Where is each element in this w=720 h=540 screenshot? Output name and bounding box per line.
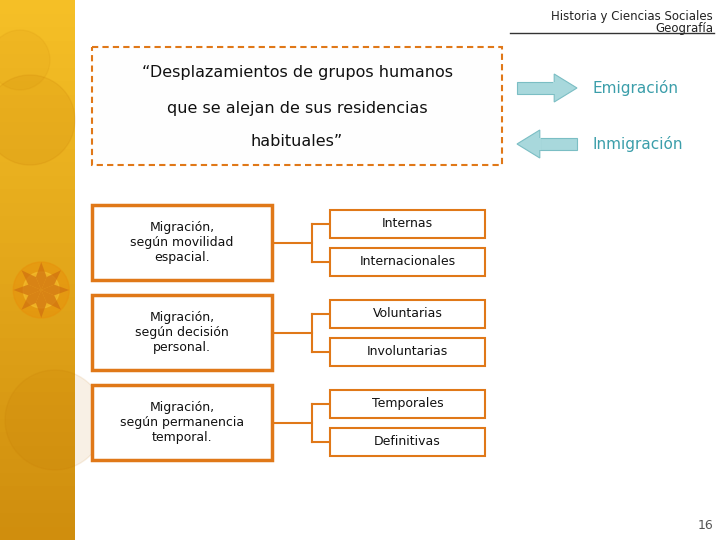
Polygon shape — [36, 290, 47, 318]
Bar — [0, 135, 75, 150]
Text: Emigración: Emigración — [593, 80, 679, 96]
Polygon shape — [13, 285, 41, 295]
Bar — [0, 418, 75, 433]
Bar — [0, 364, 75, 379]
Circle shape — [5, 370, 105, 470]
Bar — [539, 138, 541, 150]
Text: 16: 16 — [697, 519, 713, 532]
Text: Inmigración: Inmigración — [593, 136, 683, 152]
Text: Definitivas: Definitivas — [374, 435, 441, 448]
FancyBboxPatch shape — [330, 210, 485, 238]
Bar — [0, 40, 75, 55]
Bar — [0, 108, 75, 123]
Text: habituales”: habituales” — [251, 134, 343, 149]
Bar — [540, 138, 577, 150]
Polygon shape — [22, 270, 41, 290]
Text: que se alejan de sus residencias: que se alejan de sus residencias — [167, 101, 427, 116]
Bar — [0, 122, 75, 136]
Bar — [0, 189, 75, 204]
Bar — [553, 82, 555, 94]
Polygon shape — [41, 290, 61, 310]
Text: Voluntarias: Voluntarias — [372, 307, 442, 320]
Polygon shape — [517, 130, 540, 158]
Text: Geografía: Geografía — [655, 22, 713, 35]
Polygon shape — [22, 290, 41, 310]
Bar — [0, 68, 75, 82]
Bar — [0, 432, 75, 447]
Bar — [0, 148, 75, 163]
Circle shape — [0, 75, 75, 165]
Bar — [0, 14, 75, 28]
Text: Migración,
según decisión
personal.: Migración, según decisión personal. — [135, 311, 229, 354]
Text: “Desplazamientos de grupos humanos: “Desplazamientos de grupos humanos — [142, 65, 452, 80]
Bar — [0, 392, 75, 406]
FancyBboxPatch shape — [92, 295, 272, 370]
FancyBboxPatch shape — [330, 338, 485, 366]
Bar — [0, 338, 75, 352]
Bar — [0, 378, 75, 393]
Bar — [0, 459, 75, 474]
Bar — [0, 243, 75, 258]
FancyBboxPatch shape — [330, 300, 485, 327]
Circle shape — [23, 272, 59, 308]
Bar — [0, 351, 75, 366]
Circle shape — [0, 30, 50, 90]
Bar — [0, 94, 75, 109]
FancyBboxPatch shape — [330, 247, 485, 275]
Polygon shape — [41, 270, 61, 290]
Bar — [0, 0, 75, 15]
Text: Temporales: Temporales — [372, 397, 444, 410]
Bar — [0, 54, 75, 69]
FancyBboxPatch shape — [330, 428, 485, 456]
Bar — [0, 256, 75, 271]
Bar — [0, 486, 75, 501]
Bar — [0, 81, 75, 96]
Text: Involuntarias: Involuntarias — [367, 345, 448, 358]
Bar — [0, 310, 75, 325]
Polygon shape — [41, 285, 69, 295]
Polygon shape — [554, 74, 577, 102]
Bar — [0, 405, 75, 420]
Text: Historia y Ciencias Sociales: Historia y Ciencias Sociales — [552, 10, 713, 23]
FancyBboxPatch shape — [92, 47, 502, 165]
Bar — [0, 284, 75, 298]
Bar — [0, 162, 75, 177]
Bar — [0, 202, 75, 217]
Text: Migración,
según permanencia
temporal.: Migración, según permanencia temporal. — [120, 401, 244, 444]
Bar — [517, 82, 554, 94]
FancyBboxPatch shape — [92, 205, 272, 280]
Bar — [0, 27, 75, 42]
Text: Internas: Internas — [382, 217, 433, 230]
Bar — [0, 513, 75, 528]
Bar — [0, 526, 75, 540]
Bar — [0, 500, 75, 514]
Bar — [0, 270, 75, 285]
Circle shape — [13, 262, 69, 318]
Bar — [0, 324, 75, 339]
Bar — [0, 176, 75, 190]
Bar — [0, 446, 75, 460]
Bar — [0, 216, 75, 231]
Polygon shape — [36, 262, 47, 290]
Bar — [0, 472, 75, 487]
FancyBboxPatch shape — [330, 389, 485, 417]
Text: Internacionales: Internacionales — [359, 255, 456, 268]
Bar — [0, 297, 75, 312]
FancyBboxPatch shape — [92, 385, 272, 460]
Bar — [0, 230, 75, 244]
Text: Migración,
según movilidad
espacial.: Migración, según movilidad espacial. — [130, 221, 234, 264]
